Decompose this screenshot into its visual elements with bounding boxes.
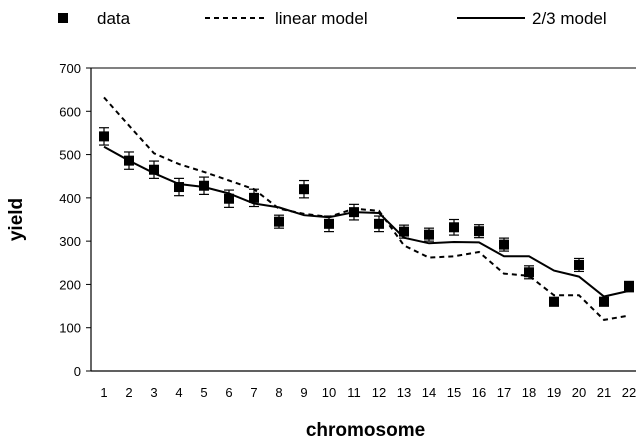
data-point bbox=[299, 184, 309, 195]
data-point bbox=[524, 267, 534, 278]
legend-label-data: data bbox=[97, 9, 131, 28]
data-point bbox=[449, 222, 459, 233]
x-tick-label: 5 bbox=[200, 385, 207, 400]
data-point bbox=[624, 281, 634, 292]
data-point bbox=[424, 229, 434, 240]
legend: data linear model 2/3 model bbox=[58, 9, 607, 28]
data-point bbox=[349, 207, 359, 218]
x-tick-label: 6 bbox=[225, 385, 232, 400]
data-point bbox=[274, 216, 284, 227]
x-tick-label: 10 bbox=[322, 385, 336, 400]
series-line-2 bbox=[103, 145, 630, 298]
legend-label-linear-model: linear model bbox=[275, 9, 368, 28]
y-tick-label: 500 bbox=[59, 148, 81, 163]
y-tick-label: 100 bbox=[59, 321, 81, 336]
data-point bbox=[149, 164, 159, 175]
x-tick-label: 12 bbox=[372, 385, 386, 400]
x-tick-label: 9 bbox=[300, 385, 307, 400]
x-tick-label: 13 bbox=[397, 385, 411, 400]
x-tick-label: 4 bbox=[175, 385, 182, 400]
data-point bbox=[249, 192, 259, 203]
data-point bbox=[474, 226, 484, 237]
data-point bbox=[99, 131, 109, 142]
data-point bbox=[124, 155, 134, 166]
data-point bbox=[599, 296, 609, 307]
x-tick-label: 2 bbox=[125, 385, 132, 400]
x-tick-label: 21 bbox=[597, 385, 611, 400]
series-line-1 bbox=[103, 96, 630, 321]
x-tick-label: 17 bbox=[497, 385, 511, 400]
x-tick-label: 18 bbox=[522, 385, 536, 400]
x-tick-label: 16 bbox=[472, 385, 486, 400]
data-point bbox=[224, 193, 234, 204]
y-tick-label: 0 bbox=[74, 364, 81, 379]
y-tick-label: 700 bbox=[59, 61, 81, 76]
y-tick-label: 600 bbox=[59, 104, 81, 119]
data-point bbox=[549, 296, 559, 307]
data-point bbox=[399, 226, 409, 237]
x-tick-label: 14 bbox=[422, 385, 436, 400]
data-point bbox=[374, 218, 384, 229]
y-tick-label: 200 bbox=[59, 277, 81, 292]
x-axis-title: chromosome bbox=[306, 420, 425, 441]
x-tick-label: 3 bbox=[150, 385, 157, 400]
x-tick-label: 1 bbox=[100, 385, 107, 400]
data-point bbox=[499, 239, 509, 250]
y-axis-title: yield bbox=[6, 198, 27, 241]
x-tick-label: 8 bbox=[275, 385, 282, 400]
data-point bbox=[574, 259, 584, 270]
x-tick-label: 22 bbox=[622, 385, 636, 400]
x-tick-label: 19 bbox=[547, 385, 561, 400]
data-point bbox=[174, 182, 184, 193]
x-tick-label: 7 bbox=[250, 385, 257, 400]
y-tick-label: 400 bbox=[59, 191, 81, 206]
x-tick-label: 11 bbox=[347, 385, 361, 400]
data-point bbox=[324, 218, 334, 229]
y-tick-label: 300 bbox=[59, 234, 81, 249]
legend-label-two-thirds-model: 2/3 model bbox=[532, 9, 607, 28]
legend-marker-data bbox=[58, 13, 68, 23]
series-layer bbox=[99, 96, 634, 321]
x-tick-label: 20 bbox=[572, 385, 586, 400]
data-point bbox=[199, 180, 209, 191]
x-tick-label: 15 bbox=[447, 385, 461, 400]
